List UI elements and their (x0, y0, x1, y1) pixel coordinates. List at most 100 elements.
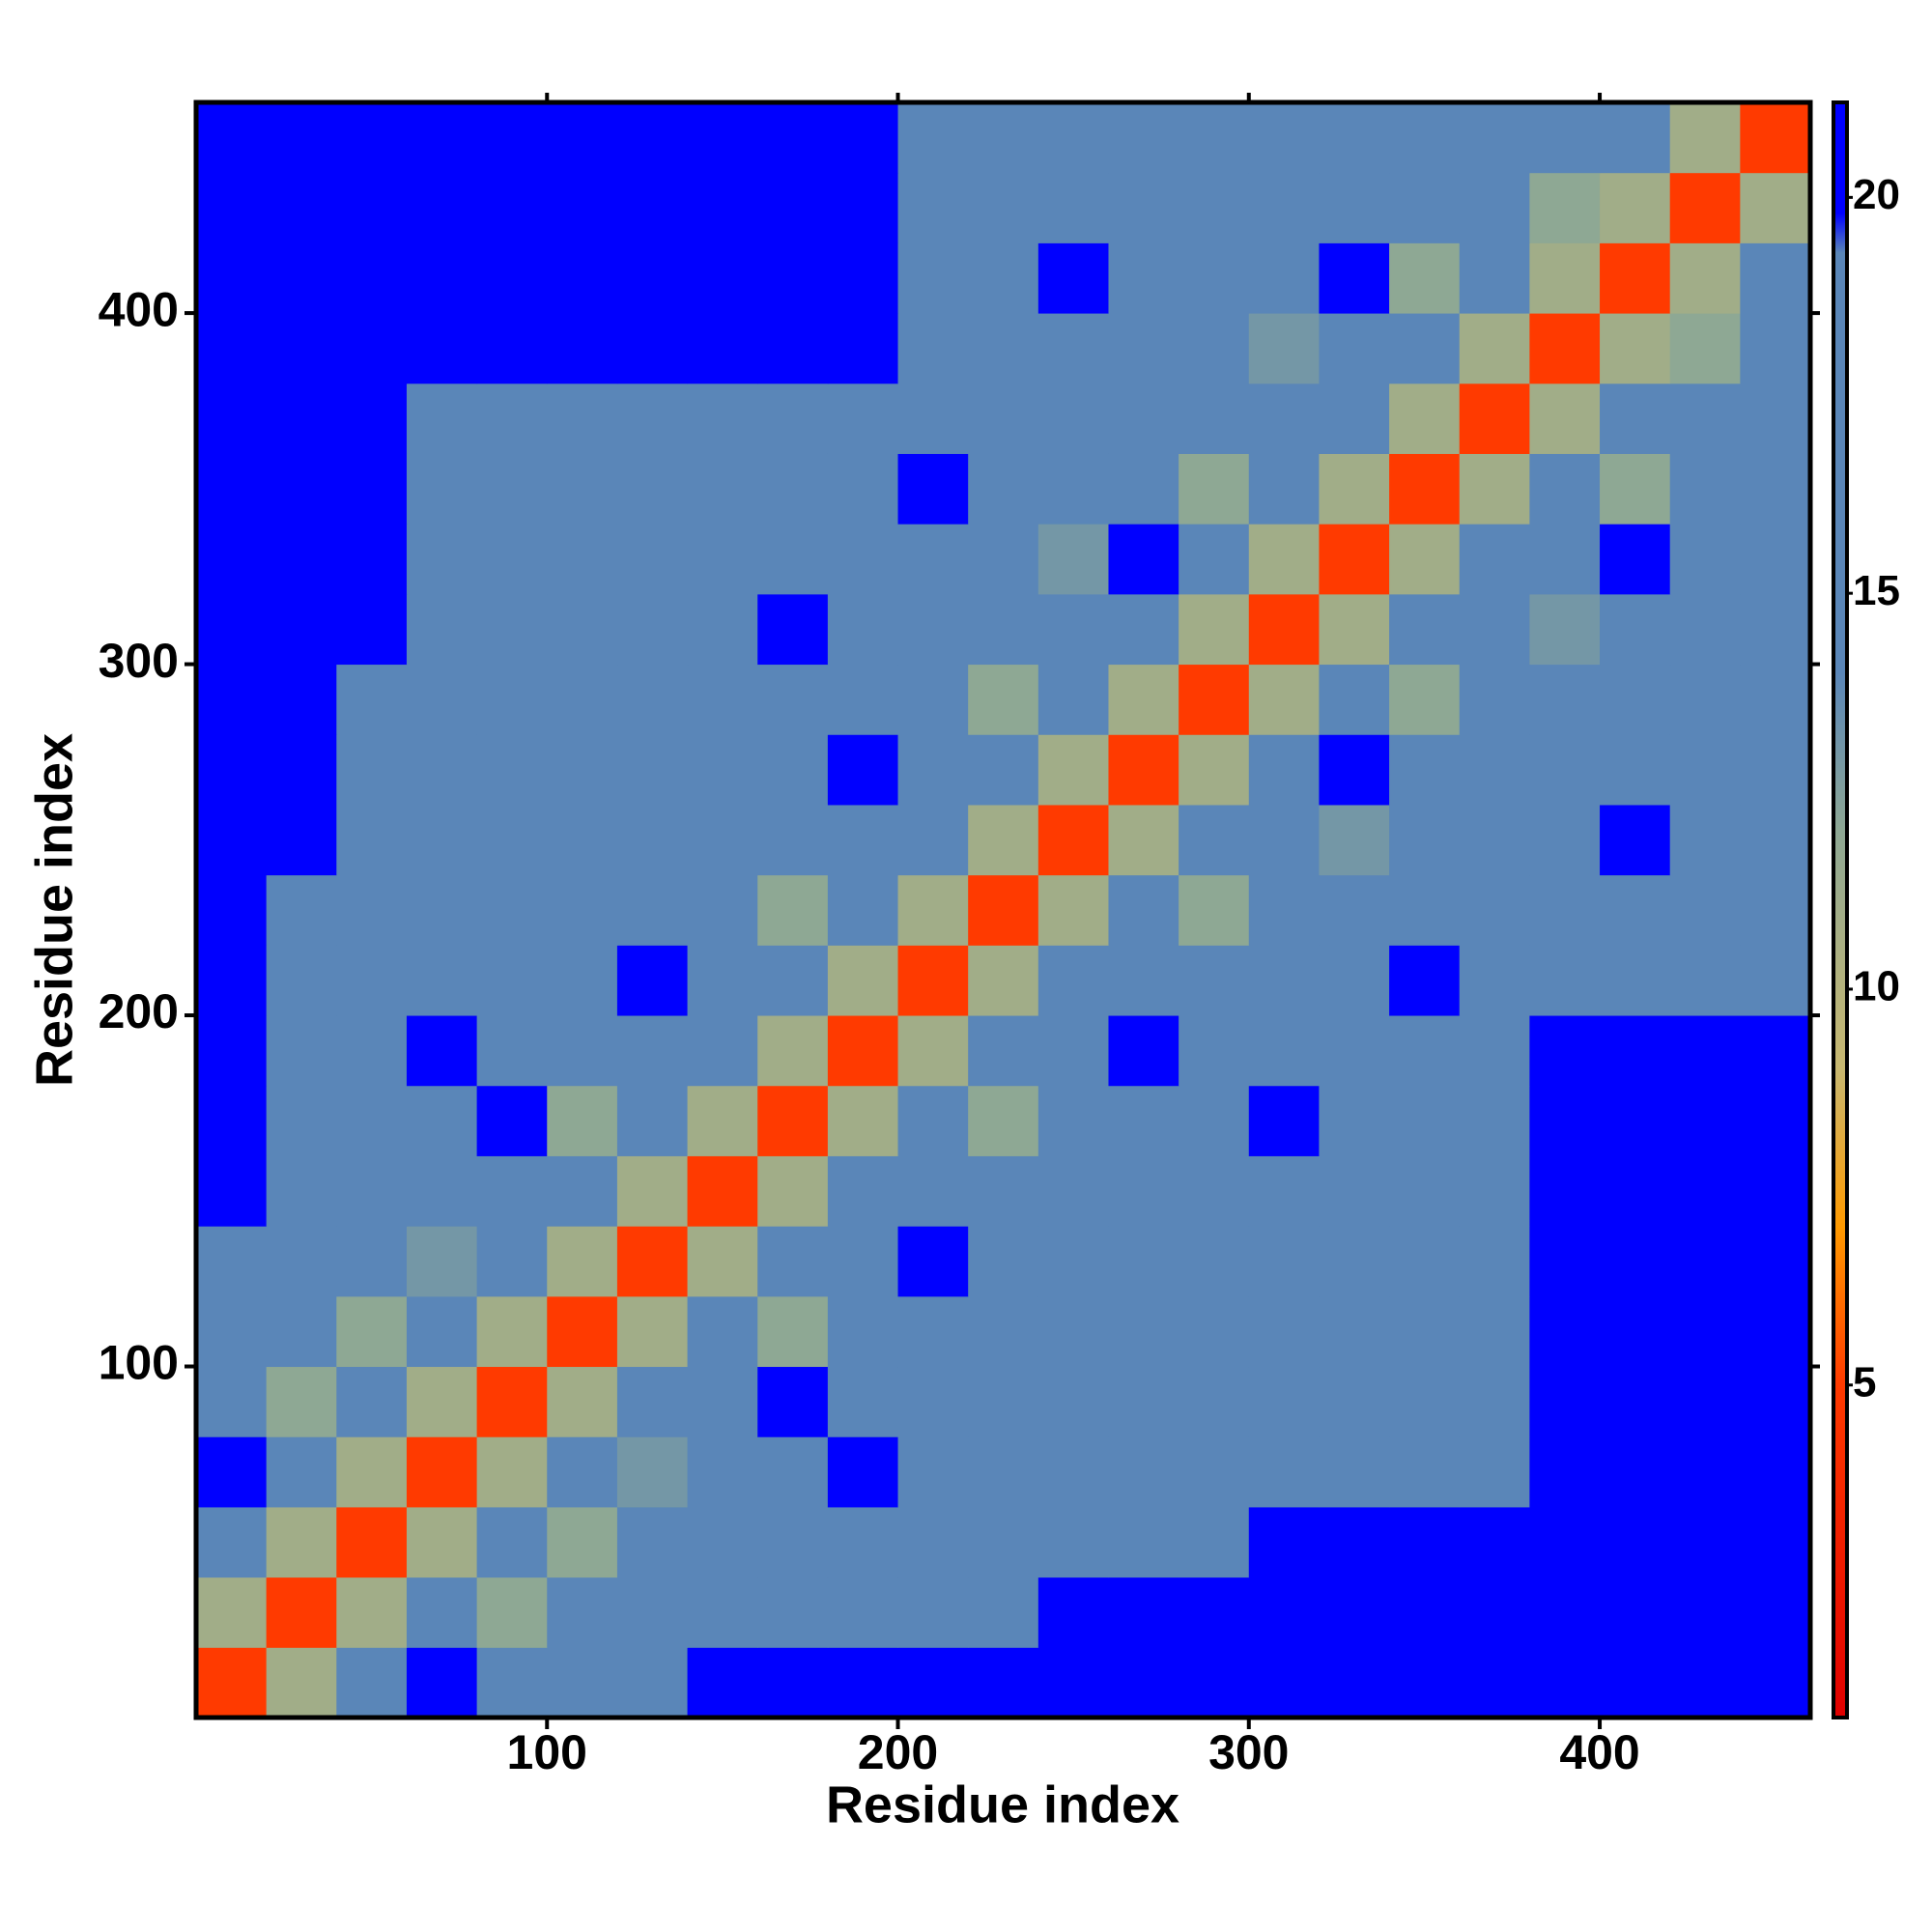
heatmap-cell (1669, 1436, 1741, 1508)
heatmap-cell (897, 1226, 969, 1297)
heatmap-cell (196, 945, 268, 1016)
heatmap-cell (616, 1436, 689, 1508)
heatmap-cell (1179, 945, 1250, 1016)
heatmap-cell (1669, 453, 1741, 525)
heatmap-cell (897, 1436, 969, 1508)
heatmap-cell (1389, 524, 1461, 595)
heatmap-cell (827, 1226, 899, 1297)
heatmap-cell (687, 1647, 758, 1719)
heatmap-cell (1459, 593, 1530, 666)
heatmap-cell (1389, 453, 1461, 525)
heatmap-cell (476, 734, 548, 806)
heatmap-cell (1529, 524, 1601, 595)
heatmap-cell (1740, 102, 1811, 174)
heatmap-cell (968, 1577, 1039, 1648)
x-axis-title: Residue index (826, 1776, 1179, 1833)
heatmap-cell (968, 734, 1039, 806)
heatmap-cell (968, 102, 1039, 174)
heatmap-cell (1600, 1295, 1671, 1368)
heatmap-cell (406, 1366, 478, 1437)
heatmap-cell (1459, 1085, 1530, 1156)
heatmap-cell (406, 1506, 478, 1578)
heatmap-cell (616, 102, 689, 174)
x-tick-label: 100 (507, 1725, 587, 1779)
heatmap-cell (897, 524, 969, 595)
heatmap-cell (1600, 383, 1671, 454)
heatmap-cell (1248, 593, 1320, 666)
heatmap-cell (1319, 172, 1390, 243)
heatmap-cell (897, 734, 969, 806)
heatmap-cell (827, 664, 899, 735)
heatmap-cell (1037, 102, 1109, 174)
colorbar-tick-label: 10 (1853, 963, 1900, 1010)
heatmap-cell (968, 945, 1039, 1016)
heatmap-cell (196, 1577, 268, 1648)
heatmap-cell (406, 1647, 478, 1719)
heatmap-cell (406, 804, 478, 876)
heatmap-cell (897, 1085, 969, 1156)
heatmap-cell (827, 1436, 899, 1508)
heatmap-cell (1037, 664, 1109, 735)
heatmap-cell (1248, 1366, 1320, 1437)
heatmap-cell (406, 383, 478, 454)
heatmap-cell (827, 524, 899, 595)
heatmap-cell (1108, 383, 1179, 454)
heatmap-cell (1179, 1015, 1250, 1087)
heatmap-cell (1740, 593, 1811, 666)
heatmap-cell (827, 313, 899, 384)
y-tick-label: 400 (99, 282, 179, 336)
heatmap-cell (196, 804, 268, 876)
heatmap-cell (757, 804, 829, 876)
heatmap-cell (336, 313, 408, 384)
heatmap-cell (1108, 313, 1179, 384)
heatmap-cell (547, 874, 618, 946)
heatmap-cell (336, 664, 408, 735)
heatmap-cell (827, 945, 899, 1016)
heatmap-cell (336, 1506, 408, 1578)
heatmap-cell (1669, 1015, 1741, 1087)
heatmap-cell (476, 313, 548, 384)
heatmap-cell (757, 242, 829, 314)
heatmap-cell (1740, 1577, 1811, 1648)
heatmap-cell (1108, 1647, 1179, 1719)
heatmap-cell (1108, 664, 1179, 735)
colorbar (1832, 100, 1849, 1719)
heatmap-cell (1669, 804, 1741, 876)
heatmap-cell (1037, 1085, 1109, 1156)
heatmap-cell (336, 1015, 408, 1087)
heatmap-cell (827, 1647, 899, 1719)
heatmap-cell (757, 1506, 829, 1578)
heatmap-cell (336, 102, 408, 174)
heatmap-cell (1529, 664, 1601, 735)
heatmap-cell (266, 1647, 337, 1719)
heatmap-cell (1248, 1506, 1320, 1578)
heatmap-cell (1179, 1436, 1250, 1508)
heatmap-cell (1389, 1436, 1461, 1508)
heatmap-cell (547, 1226, 618, 1297)
heatmap-cell (1740, 242, 1811, 314)
heatmap-cell (1108, 524, 1179, 595)
heatmap-cell (897, 313, 969, 384)
heatmap-cell (1529, 1155, 1601, 1227)
heatmap-cell (1108, 242, 1179, 314)
heatmap-cell (547, 524, 618, 595)
heatmap-cell (1108, 1155, 1179, 1227)
heatmap-cell (687, 1366, 758, 1437)
heatmap-cell (196, 172, 268, 243)
heatmap-cell (196, 593, 268, 666)
y-tick-label: 300 (99, 634, 179, 688)
heatmap-cell (1319, 1577, 1390, 1648)
heatmap-cell (1037, 383, 1109, 454)
y-tick-label: 200 (99, 984, 179, 1038)
heatmap-cell (1389, 664, 1461, 735)
heatmap-cell (1389, 1506, 1461, 1578)
heatmap-cell (1179, 524, 1250, 595)
heatmap-cell (1179, 1155, 1250, 1227)
heatmap-cell (757, 593, 829, 666)
heatmap-cell (336, 172, 408, 243)
heatmap-cell (1108, 945, 1179, 1016)
heatmap-cell (1108, 1506, 1179, 1578)
heatmap-cell (1319, 945, 1390, 1016)
heatmap-cell (687, 1506, 758, 1578)
heatmap-cell (266, 1155, 337, 1227)
